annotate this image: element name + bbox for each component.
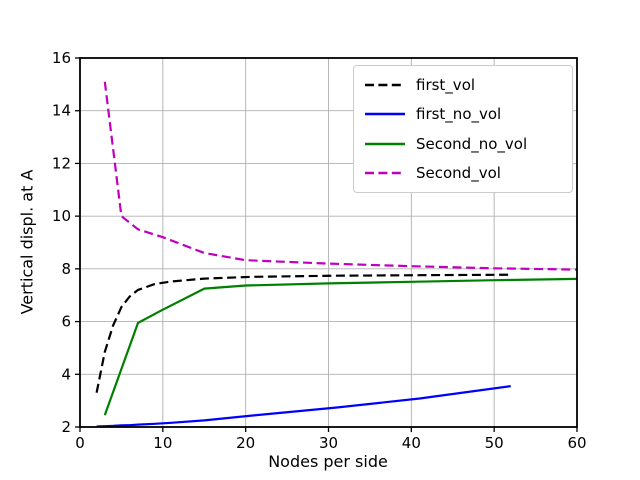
x-tick-label: 40 xyxy=(402,434,421,452)
series-lines xyxy=(95,81,578,428)
axis-ticks: 0 10 20 30 40 50 60 2 4 6 8 10 12 14 16 xyxy=(52,49,587,452)
series-line-Second_vol xyxy=(103,81,578,271)
y-tick-label: 2 xyxy=(61,418,71,436)
legend-line-sample xyxy=(365,142,405,146)
legend-label: Second_no_vol xyxy=(416,134,528,153)
legend: first_vol first_no_vol Second_no_vol Second… xyxy=(353,65,573,193)
y-tick-label: 4 xyxy=(61,365,71,383)
x-tick-label: 50 xyxy=(485,434,504,452)
legend-label: first_no_vol xyxy=(416,105,502,124)
y-tick-label: 16 xyxy=(52,49,71,67)
legend-label: first_vol xyxy=(416,75,476,94)
x-tick-label: 60 xyxy=(567,434,586,452)
y-axis-label: Vertical displ. at A xyxy=(17,169,37,315)
series-line-first_no_vol xyxy=(96,385,511,428)
y-tick-label: 6 xyxy=(61,313,71,331)
series-line-first_vol xyxy=(95,273,511,393)
x-tick-label: 0 xyxy=(75,434,85,452)
legend-line-sample xyxy=(365,83,405,87)
x-axis-label: Nodes per side xyxy=(268,452,388,471)
y-tick-label: 8 xyxy=(61,260,71,278)
x-tick-label: 20 xyxy=(236,434,255,452)
y-tick-label: 12 xyxy=(52,154,71,172)
legend-entry-first_vol: first_vol xyxy=(364,71,562,99)
legend-entry-Second_vol: Second_vol xyxy=(364,159,562,187)
y-tick-label: 10 xyxy=(52,207,71,225)
legend-label: Second_vol xyxy=(416,164,501,183)
legend-line-sample xyxy=(365,112,405,116)
legend-entry-first_no_vol: first_no_vol xyxy=(364,100,562,128)
series-line-Second_no_vol xyxy=(103,277,578,416)
x-tick-label: 10 xyxy=(153,434,172,452)
legend-line-sample xyxy=(365,171,405,175)
x-tick-label: 30 xyxy=(319,434,338,452)
legend-entry-Second_no_vol: Second_no_vol xyxy=(364,130,562,158)
y-tick-label: 14 xyxy=(52,102,71,120)
